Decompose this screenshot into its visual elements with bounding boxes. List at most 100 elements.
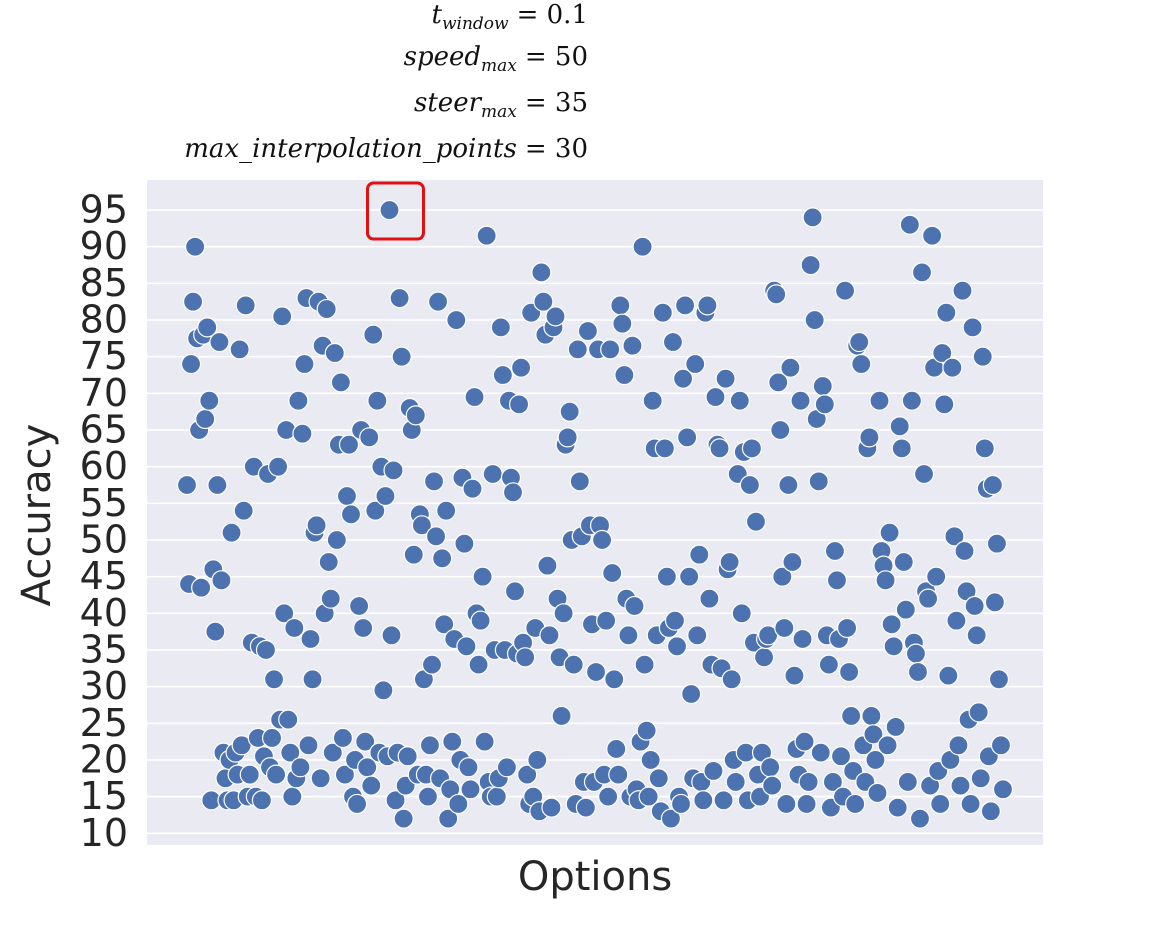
point xyxy=(766,284,787,305)
point xyxy=(292,423,313,444)
point xyxy=(591,529,613,551)
point xyxy=(472,566,493,587)
annotation: max_interpolation_points = 30 xyxy=(184,134,588,164)
point xyxy=(964,595,985,617)
point xyxy=(235,295,256,316)
point xyxy=(263,669,285,690)
point xyxy=(897,771,918,793)
point xyxy=(330,372,351,393)
point xyxy=(984,592,1006,613)
point xyxy=(432,548,453,569)
y-axis-label: Accuracy xyxy=(14,424,60,607)
point xyxy=(596,610,617,631)
point xyxy=(458,757,479,778)
point xyxy=(531,262,552,283)
point xyxy=(944,526,965,547)
y-tick-label: 90 xyxy=(80,224,128,268)
annotation-symbol: max_interpolation_points xyxy=(184,134,517,164)
point xyxy=(638,786,659,807)
point xyxy=(610,295,631,316)
point xyxy=(913,463,935,485)
point xyxy=(988,669,1010,690)
point xyxy=(654,438,675,459)
point xyxy=(468,654,489,675)
point xyxy=(585,661,607,683)
point xyxy=(739,474,760,496)
annotation-subscript: max xyxy=(481,56,517,76)
point xyxy=(612,313,633,334)
point xyxy=(209,331,230,353)
point xyxy=(490,317,511,338)
y-tick-label: 30 xyxy=(80,664,128,708)
point xyxy=(268,456,289,477)
point xyxy=(640,749,661,771)
point xyxy=(836,617,858,639)
y-tick-label: 85 xyxy=(80,261,128,305)
point xyxy=(425,526,447,547)
point xyxy=(891,438,912,459)
point xyxy=(980,801,1001,822)
point xyxy=(278,709,299,730)
point xyxy=(798,771,819,793)
point xyxy=(385,790,406,811)
point xyxy=(300,628,321,650)
point xyxy=(966,625,987,646)
point xyxy=(917,588,939,609)
point xyxy=(391,346,412,367)
point xyxy=(405,405,426,426)
point xyxy=(905,643,927,664)
point xyxy=(721,669,742,690)
point xyxy=(899,214,920,235)
point xyxy=(869,390,890,411)
point xyxy=(298,735,319,756)
point xyxy=(774,617,795,639)
point xyxy=(290,757,311,778)
point xyxy=(703,760,724,782)
point xyxy=(559,401,580,422)
point xyxy=(462,478,483,499)
point xyxy=(476,225,497,246)
point xyxy=(770,419,791,441)
point xyxy=(284,617,305,639)
point xyxy=(624,595,645,617)
point xyxy=(834,280,856,301)
point xyxy=(689,544,710,565)
point xyxy=(340,504,362,525)
annotation: twindow = 0.1 xyxy=(432,0,588,34)
annotation: steermax = 35 xyxy=(414,88,588,122)
point xyxy=(460,779,481,800)
point xyxy=(974,438,995,459)
point xyxy=(887,797,908,818)
point xyxy=(948,735,969,756)
point xyxy=(715,368,736,389)
point xyxy=(824,540,846,562)
point xyxy=(960,793,981,815)
point xyxy=(537,555,558,576)
point xyxy=(577,320,599,342)
point xyxy=(778,474,799,496)
y-tick-label: 70 xyxy=(80,371,128,415)
point xyxy=(553,603,574,624)
point xyxy=(632,236,653,257)
point xyxy=(322,742,343,763)
point xyxy=(952,280,973,301)
y-tick-label: 55 xyxy=(80,481,128,525)
plot-background xyxy=(147,180,1043,845)
point xyxy=(318,551,339,573)
point xyxy=(808,471,829,492)
point xyxy=(205,621,226,642)
point xyxy=(379,199,400,221)
annotation-rhs: = 50 xyxy=(525,42,588,72)
point xyxy=(261,727,283,749)
point xyxy=(434,614,455,635)
point xyxy=(533,291,554,312)
point xyxy=(679,566,700,587)
point xyxy=(541,797,562,818)
y-tick-label: 35 xyxy=(80,627,128,671)
point xyxy=(606,738,627,760)
point xyxy=(693,790,714,811)
point xyxy=(608,764,629,785)
point xyxy=(272,306,293,327)
point xyxy=(861,705,882,727)
